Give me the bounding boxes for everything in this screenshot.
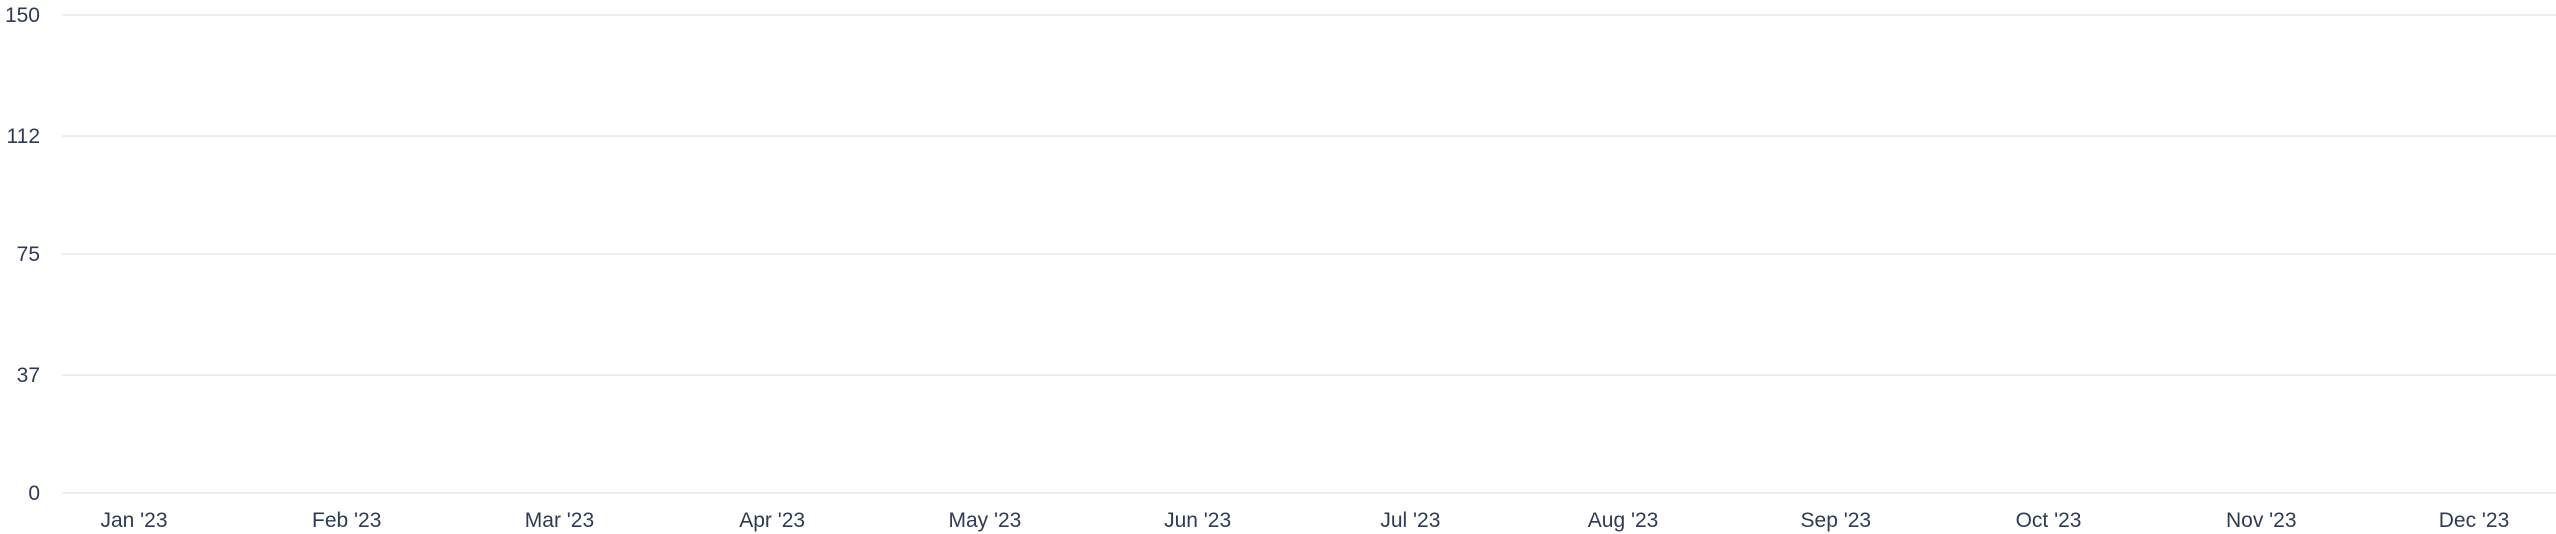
y-tick-label: 75 [17, 243, 40, 266]
grid-lines [62, 14, 2556, 494]
x-axis: Jan '23 Feb '23 Mar '23 Apr '23 May '23 Jun '… [100, 509, 2509, 532]
x-tick-label: Mar '23 [525, 509, 594, 532]
x-tick-label: Nov '23 [2226, 509, 2297, 532]
x-tick-label: Jan '23 [100, 509, 167, 532]
y-tick-label: 37 [17, 364, 40, 387]
x-tick-label: Dec '23 [2439, 509, 2510, 532]
x-tick-label: Sep '23 [1801, 509, 1872, 532]
y-axis: 0 37 75 112 150 [5, 4, 40, 505]
x-tick-label: Jun '23 [1164, 509, 1231, 532]
x-tick-label: Jul '23 [1380, 509, 1440, 532]
x-tick-label: Apr '23 [739, 509, 805, 532]
y-tick-label: 150 [5, 4, 40, 27]
x-tick-label: Aug '23 [1588, 509, 1659, 532]
x-tick-label: Oct '23 [2016, 509, 2082, 532]
x-tick-label: Feb '23 [312, 509, 381, 532]
x-tick-label: May '23 [948, 509, 1021, 532]
y-tick-label: 0 [28, 482, 40, 505]
y-tick-label: 112 [7, 125, 40, 148]
